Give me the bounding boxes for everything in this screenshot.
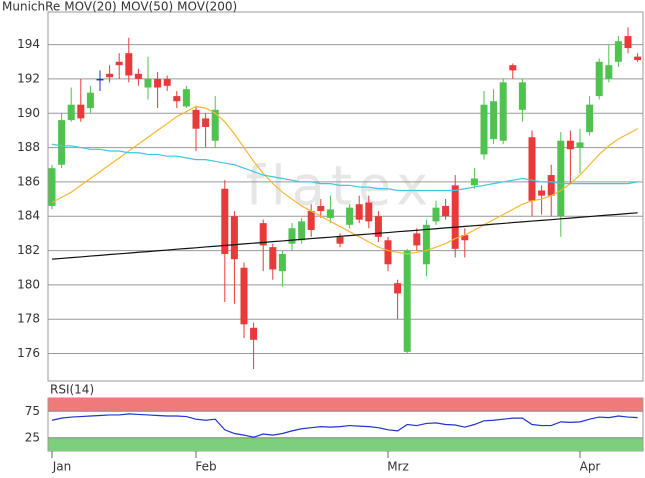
candle-body bbox=[422, 224, 430, 265]
legend-entry: MunichRe bbox=[2, 0, 60, 14]
candle-body bbox=[384, 240, 392, 265]
candle-body bbox=[528, 137, 536, 201]
candle-body bbox=[211, 109, 219, 141]
candle-body bbox=[490, 101, 498, 140]
candle-body bbox=[67, 104, 75, 121]
rsi-band-low bbox=[48, 437, 643, 451]
candle-body bbox=[192, 109, 200, 129]
watermark: flatex bbox=[246, 155, 435, 218]
candle-body bbox=[470, 178, 478, 186]
candle-body bbox=[346, 207, 354, 225]
candle-body bbox=[442, 205, 450, 217]
candle-body bbox=[250, 327, 258, 340]
x-tick-label: Apr bbox=[580, 460, 601, 474]
candle-body bbox=[365, 202, 373, 222]
candle-body bbox=[432, 207, 440, 222]
candle-body bbox=[634, 56, 642, 61]
legend-entry: MOV(50) bbox=[121, 0, 173, 14]
candle-body bbox=[518, 82, 526, 110]
y-tick-label: 184 bbox=[17, 209, 40, 223]
candle-body bbox=[595, 61, 603, 97]
y-tick-label: 188 bbox=[17, 140, 40, 154]
candle-body bbox=[77, 104, 85, 119]
candle-body bbox=[461, 235, 469, 241]
y-tick-label: 190 bbox=[17, 106, 40, 120]
y-tick-label: 194 bbox=[17, 37, 40, 51]
y-tick-label: 25 bbox=[25, 430, 40, 444]
candle-body bbox=[624, 36, 632, 49]
candle-body bbox=[163, 78, 171, 86]
x-tick-label: Feb bbox=[195, 460, 216, 474]
y-tick-label: 192 bbox=[17, 71, 40, 85]
candle-body bbox=[173, 96, 181, 102]
candle-body bbox=[86, 92, 94, 109]
candle-body bbox=[576, 142, 584, 148]
candle-body bbox=[355, 204, 363, 220]
moving-average bbox=[51, 105, 638, 255]
candle-body bbox=[269, 247, 277, 270]
candle-body bbox=[106, 73, 114, 78]
candle-body bbox=[374, 216, 382, 237]
candle-body bbox=[221, 188, 229, 254]
y-tick-label: 176 bbox=[17, 346, 40, 360]
moving-average bbox=[51, 143, 638, 192]
candle-body bbox=[202, 118, 210, 127]
rsi-line bbox=[51, 413, 638, 438]
y-tick-label: 186 bbox=[17, 174, 40, 188]
candle-body bbox=[586, 104, 594, 133]
candle-body bbox=[144, 78, 152, 88]
candle-body bbox=[557, 140, 565, 217]
candle-body bbox=[394, 283, 402, 294]
candle-body bbox=[538, 190, 546, 196]
candle-body bbox=[307, 211, 315, 230]
rsi-title: RSI(14) bbox=[50, 383, 94, 397]
candle-body bbox=[605, 65, 613, 79]
moving-average bbox=[51, 212, 638, 260]
candle-body bbox=[326, 209, 334, 218]
candle-body bbox=[298, 221, 306, 241]
candle-body bbox=[125, 53, 133, 76]
rsi-band-high bbox=[48, 398, 643, 412]
y-tick-label: 75 bbox=[25, 404, 40, 418]
candle-body bbox=[566, 140, 574, 150]
y-tick-label: 182 bbox=[17, 243, 40, 257]
candle-body bbox=[278, 253, 286, 272]
candle-body bbox=[134, 73, 142, 79]
candle-body bbox=[451, 185, 459, 249]
x-tick-label: Mrz bbox=[387, 460, 409, 474]
candle-body bbox=[48, 168, 56, 206]
candle-body bbox=[154, 78, 162, 88]
candle-body bbox=[547, 175, 555, 196]
candle-body bbox=[259, 223, 267, 246]
candle-body bbox=[58, 120, 66, 165]
candle-body bbox=[336, 236, 344, 244]
y-tick-label: 180 bbox=[17, 277, 40, 291]
legend-entry: MOV(20) bbox=[64, 0, 116, 14]
candle-body bbox=[96, 78, 104, 81]
candle-body bbox=[230, 216, 238, 260]
candle-body bbox=[614, 41, 622, 62]
candle-body bbox=[240, 267, 248, 325]
candle-body bbox=[413, 233, 421, 246]
candle-body bbox=[403, 250, 411, 352]
candle-body bbox=[182, 89, 190, 107]
legend-entry: MOV(200) bbox=[177, 0, 237, 14]
x-tick-label: Jan bbox=[52, 460, 72, 474]
candle-body bbox=[509, 65, 517, 71]
y-tick-label: 178 bbox=[17, 312, 40, 326]
candle-body bbox=[480, 104, 488, 155]
candle-body bbox=[499, 82, 507, 141]
candle-body bbox=[317, 205, 325, 212]
candle-body bbox=[115, 61, 123, 66]
candle-body bbox=[288, 228, 296, 244]
